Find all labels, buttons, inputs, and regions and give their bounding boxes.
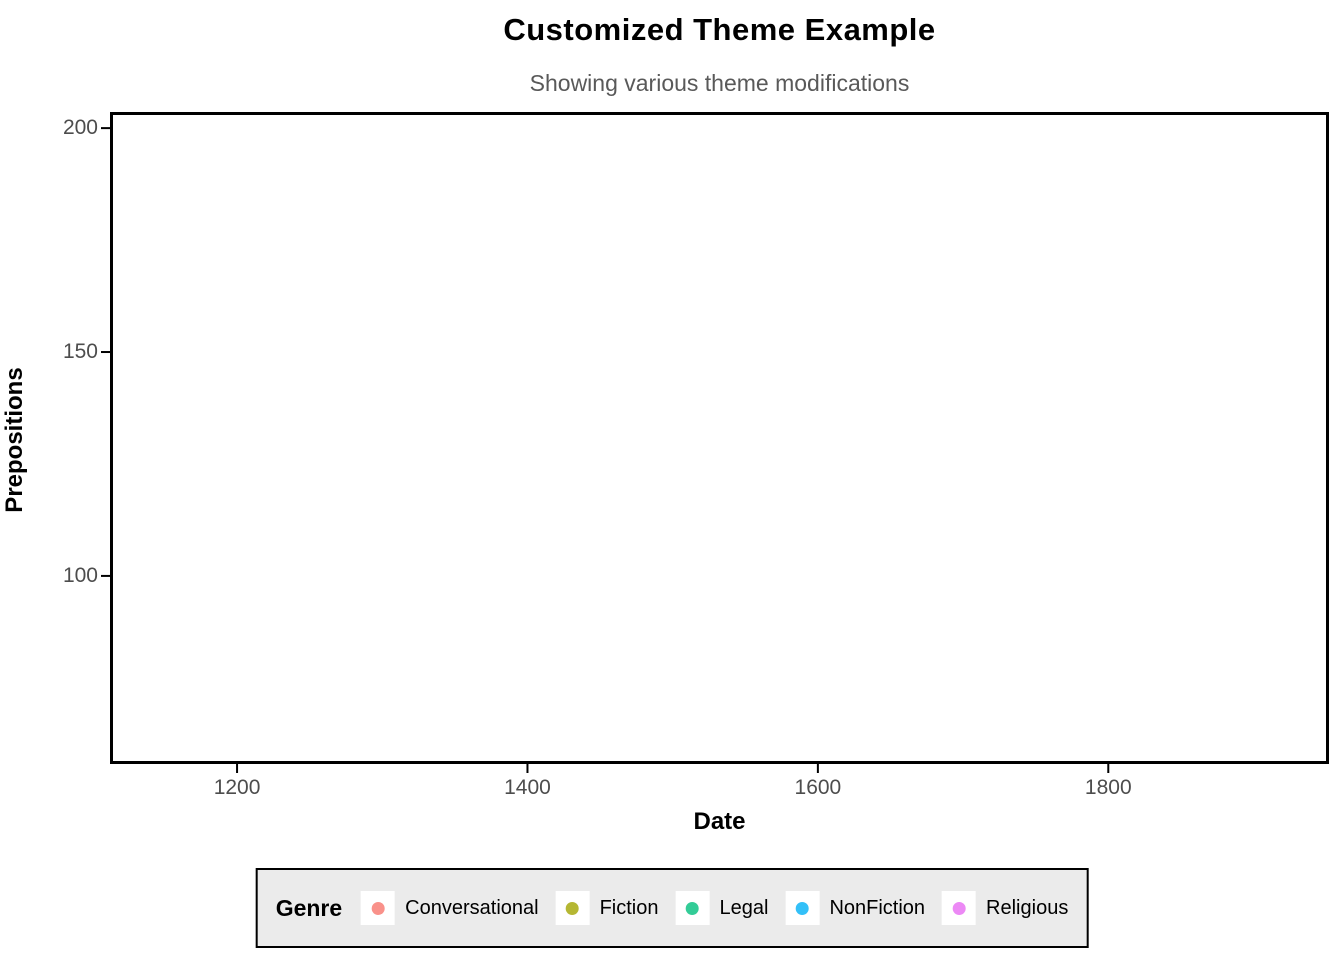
legend: Genre Conversational Fiction Legal NonFicti… bbox=[255, 868, 1089, 948]
legend-key-legal bbox=[675, 891, 710, 925]
legend-dot-icon bbox=[952, 901, 966, 915]
legend-entry-nonfiction: NonFiction bbox=[785, 891, 925, 925]
plot-panel bbox=[110, 112, 1329, 764]
legend-title: Genre bbox=[275, 894, 343, 921]
legend-dot-icon bbox=[795, 901, 809, 915]
legend-dot-icon bbox=[686, 901, 699, 915]
legend-label: Religious bbox=[986, 896, 1069, 919]
legend-key-conversational bbox=[361, 891, 396, 925]
legend-dot-icon bbox=[371, 901, 385, 915]
legend-key-religious bbox=[942, 891, 977, 925]
legend-entry-religious: Religious bbox=[942, 891, 1068, 925]
y-tick-label: 150 bbox=[62, 340, 98, 364]
legend-label: NonFiction bbox=[829, 896, 926, 919]
legend-entry-legal: Legal bbox=[675, 891, 769, 925]
legend-entry-conversational: Conversational bbox=[361, 891, 539, 925]
y-tick-label: 100 bbox=[62, 563, 98, 587]
plot-title: Customized Theme Example bbox=[503, 12, 936, 47]
legend-label: Legal bbox=[719, 896, 769, 919]
y-tick-label: 200 bbox=[62, 116, 98, 140]
x-axis-title: Date bbox=[693, 808, 746, 835]
legend-label: Fiction bbox=[599, 896, 659, 919]
x-tick-label: 1200 bbox=[213, 776, 261, 799]
legend-label: Conversational bbox=[405, 896, 539, 919]
x-tick-label: 1600 bbox=[794, 776, 842, 799]
legend-key-nonfiction bbox=[785, 891, 820, 925]
x-tick-label: 1800 bbox=[1084, 776, 1132, 799]
legend-key-fiction bbox=[555, 891, 590, 925]
legend-dot-icon bbox=[566, 901, 580, 915]
plot-subtitle: Showing various theme modifications bbox=[529, 70, 910, 96]
x-tick-label: 1400 bbox=[504, 776, 551, 799]
y-axis-title: Prepositions bbox=[1, 367, 28, 513]
legend-entry-fiction: Fiction bbox=[555, 891, 659, 925]
